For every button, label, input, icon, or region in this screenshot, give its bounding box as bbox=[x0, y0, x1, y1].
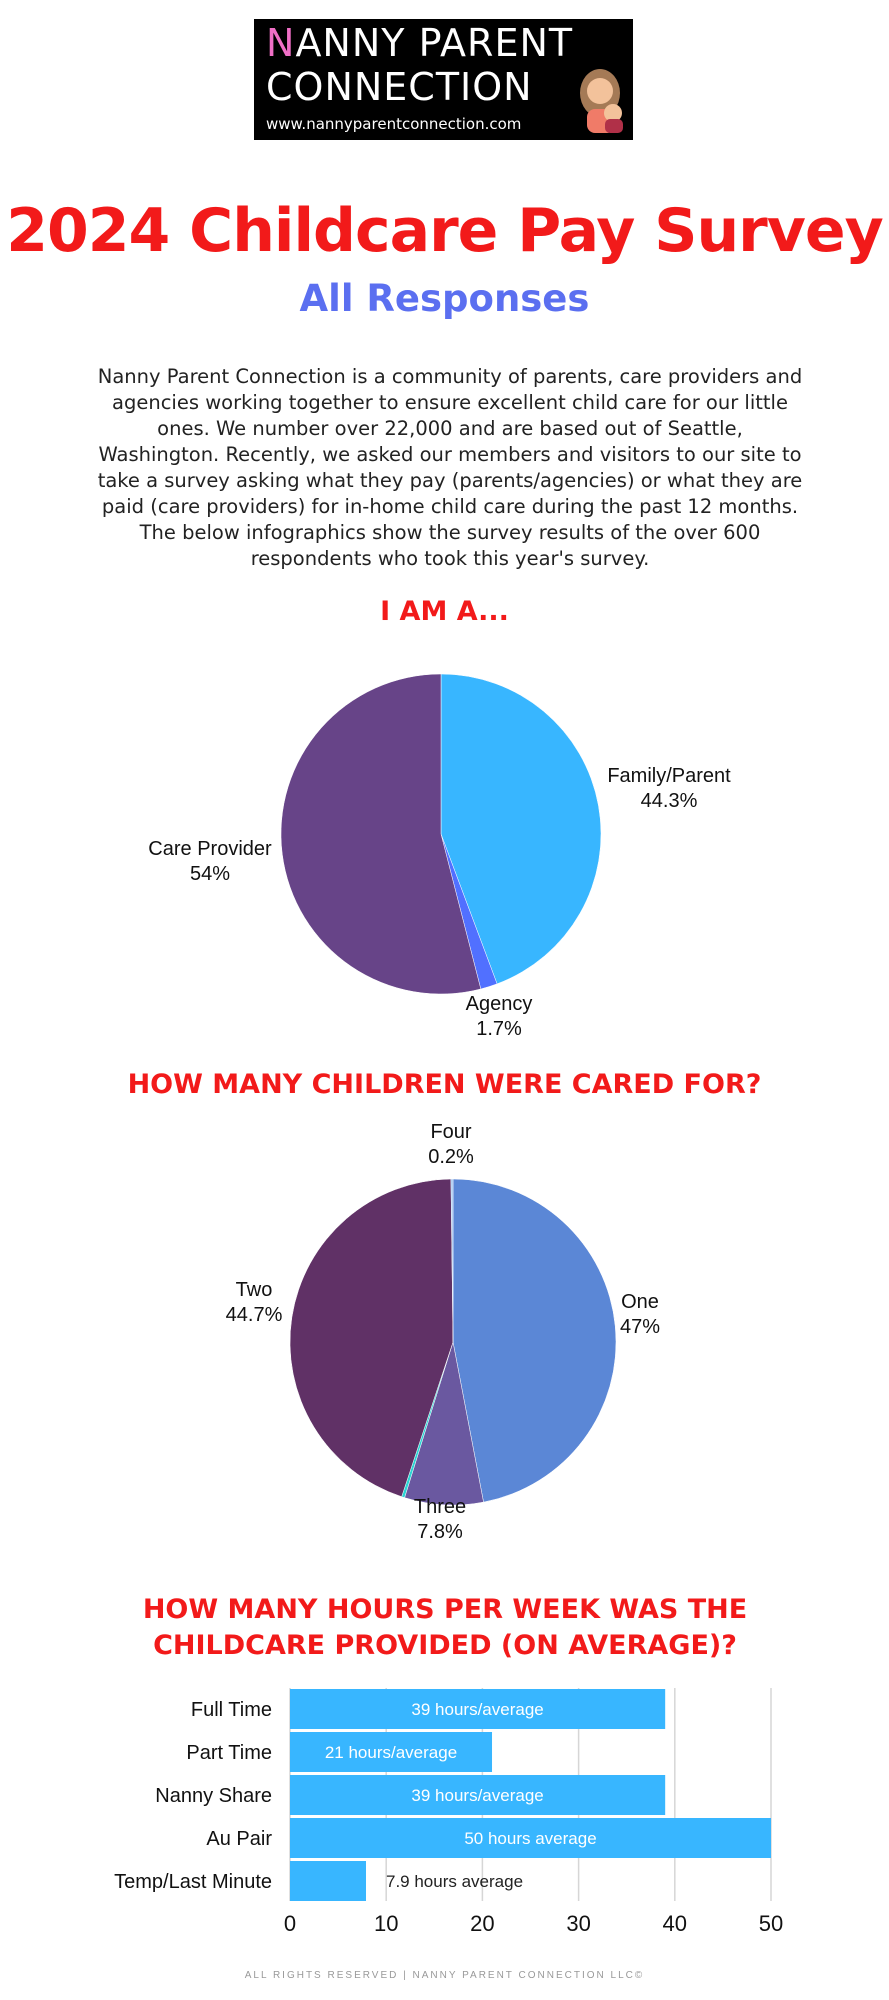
intro-paragraph: Nanny Parent Connection is a community o… bbox=[97, 365, 803, 570]
label-text: Care Provider bbox=[148, 838, 272, 860]
pie2-label-one: One 47% bbox=[620, 1290, 660, 1340]
label-text: Four bbox=[430, 1121, 472, 1143]
data-label: 21 hours/average bbox=[325, 1743, 457, 1762]
label-text: One bbox=[621, 1291, 659, 1313]
category-label: Full Time bbox=[191, 1699, 272, 1721]
logo-letter-n: N bbox=[266, 21, 296, 65]
x-tick-label: 0 bbox=[284, 1911, 296, 1936]
data-label: 7.9 hours average bbox=[386, 1872, 523, 1891]
logo-line1-rest: ANNY PARENT bbox=[295, 21, 574, 65]
pie1-slice-family/parent bbox=[440, 673, 602, 985]
data-label: 39 hours/average bbox=[411, 1700, 543, 1719]
nanny-baby-icon bbox=[580, 69, 623, 133]
logo-line1: NANNY PARENT bbox=[266, 21, 573, 65]
bar-nanny-share bbox=[290, 1775, 666, 1815]
page-subtitle: All Responses bbox=[299, 277, 590, 320]
pie1-label-care-provider: Care Provider 54% bbox=[148, 837, 271, 887]
label-text: Two bbox=[235, 1279, 273, 1301]
section-title-children: HOW MANY CHILDREN WERE CARED FOR? bbox=[127, 1069, 762, 1100]
x-tick-label: 30 bbox=[566, 1911, 590, 1936]
label-value: 44.7% bbox=[225, 1304, 283, 1326]
footer: ALL RIGHTS RESERVED | NANNY PARENT CONNE… bbox=[244, 1970, 645, 1981]
pie2-slice-four bbox=[450, 1178, 454, 1343]
logo-url: www.nannyparentconnection.com bbox=[266, 115, 522, 133]
bar-part-time bbox=[290, 1732, 493, 1772]
x-tick-label: 20 bbox=[470, 1911, 494, 1936]
label-value: 1.7% bbox=[476, 1018, 522, 1040]
label-text: Three bbox=[413, 1496, 467, 1518]
label-value: 44.3% bbox=[640, 790, 698, 812]
pie2-label-four: Four 0.2% bbox=[428, 1120, 474, 1170]
x-tick-label: 50 bbox=[759, 1911, 783, 1936]
data-label: 50 hours average bbox=[464, 1829, 596, 1848]
label-value: 54% bbox=[189, 863, 231, 885]
pie1-slice-care provider bbox=[280, 673, 482, 995]
pie2-label-three: Three 7.8% bbox=[414, 1495, 466, 1545]
x-tick-label: 40 bbox=[663, 1911, 687, 1936]
bar-au-pair bbox=[290, 1818, 771, 1858]
data-label: 39 hours/average bbox=[411, 1786, 543, 1805]
page-title: 2024 Childcare Pay Survey bbox=[6, 196, 883, 266]
label-text: Agency bbox=[465, 993, 533, 1015]
bar-temp-last-minute bbox=[290, 1861, 366, 1901]
label-value: 47% bbox=[619, 1316, 661, 1338]
category-label: Temp/Last Minute bbox=[114, 1871, 272, 1893]
label-text: Family/Parent bbox=[607, 765, 731, 787]
logo-line2: CONNECTION bbox=[266, 65, 533, 109]
logo: NANNY PARENT CONNECTION www.nannyparentc… bbox=[254, 19, 633, 140]
label-value: 7.8% bbox=[417, 1521, 463, 1543]
pie1-label-family: Family/Parent 44.3% bbox=[607, 764, 730, 814]
category-label: Nanny Share bbox=[155, 1785, 272, 1807]
category-label: Au Pair bbox=[206, 1828, 272, 1850]
x-tick-label: 10 bbox=[374, 1911, 398, 1936]
section-title-i-am-a: I AM A... bbox=[380, 596, 509, 627]
label-value: 0.2% bbox=[428, 1146, 474, 1168]
pie2-slice-one bbox=[452, 1178, 617, 1503]
category-label: Part Time bbox=[186, 1742, 272, 1764]
pie2-label-two: Two 44.7% bbox=[226, 1278, 283, 1328]
pie1-label-agency: Agency 1.7% bbox=[466, 992, 533, 1042]
section-title-hours: HOW MANY HOURS PER WEEK WAS THE CHILDCAR… bbox=[142, 1594, 748, 1661]
bar-full-time bbox=[290, 1689, 666, 1729]
pie2-slice-two bbox=[289, 1178, 454, 1498]
